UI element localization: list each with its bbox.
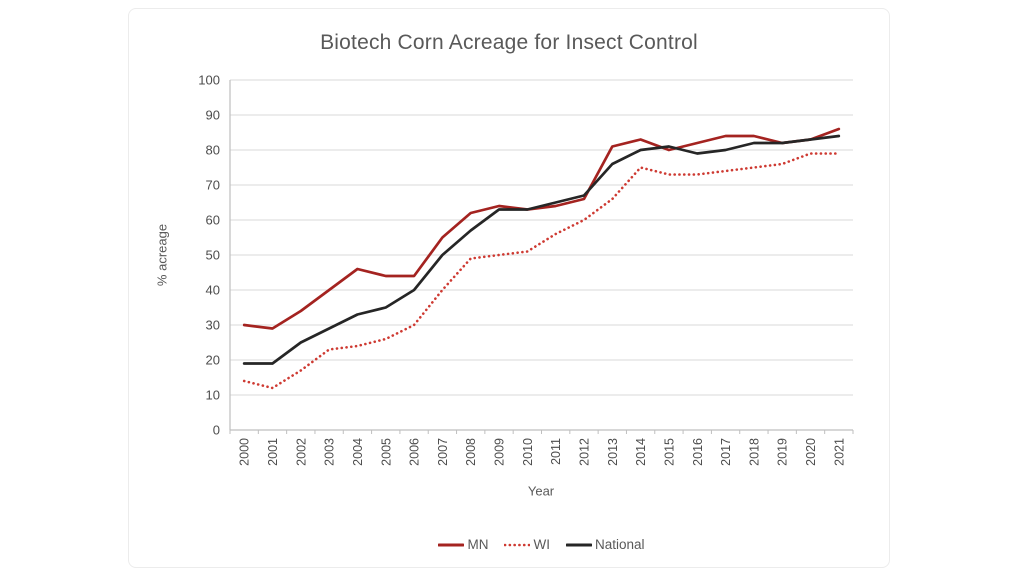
x-tick-label: 2004 bbox=[351, 438, 365, 466]
legend-swatch-wi bbox=[504, 543, 531, 546]
chart-panel: Biotech Corn Acreage for Insect Control … bbox=[128, 8, 890, 568]
y-tick-label: 40 bbox=[206, 283, 220, 298]
series-line-national bbox=[242, 134, 841, 365]
chart-title: Biotech Corn Acreage for Insect Control bbox=[320, 31, 698, 54]
y-tick-label: 90 bbox=[206, 108, 220, 123]
y-tick-label: 70 bbox=[206, 178, 220, 193]
x-tick-label: 2002 bbox=[294, 438, 308, 466]
legend-swatch-mn bbox=[438, 543, 465, 546]
x-tick-label: 2013 bbox=[606, 438, 620, 466]
y-tick-label: 20 bbox=[206, 353, 220, 368]
x-tick-label: 2020 bbox=[804, 438, 818, 466]
x-tick-label: 2006 bbox=[408, 438, 422, 466]
legend-label-national: National bbox=[594, 537, 645, 552]
chart-legend: MN WI National bbox=[230, 537, 853, 552]
x-tick-label: 2016 bbox=[691, 438, 705, 466]
legend-label-mn: MN bbox=[467, 537, 489, 552]
x-tick-label: 2021 bbox=[832, 438, 846, 466]
y-tick-label: 60 bbox=[206, 213, 220, 228]
x-tick-label: 2018 bbox=[747, 438, 761, 466]
legend-item-wi: WI bbox=[504, 537, 550, 552]
x-tick-label: 2009 bbox=[493, 438, 507, 466]
x-tick-label: 2000 bbox=[238, 438, 252, 466]
x-tick-label: 2017 bbox=[719, 438, 733, 466]
legend-label-wi: WI bbox=[533, 537, 550, 552]
legend-swatch-national bbox=[565, 543, 592, 546]
x-tick-label: 2005 bbox=[379, 438, 393, 466]
y-tick-label: 80 bbox=[206, 143, 220, 158]
y-axis-title: % acreage bbox=[154, 223, 170, 287]
x-tick-label: 2015 bbox=[662, 438, 676, 466]
x-tick-label: 2012 bbox=[577, 438, 591, 466]
line-chart: 0 10 20 30 40 50 60 70 80 90 100 2000 2001 2002 2003 20… bbox=[198, 73, 854, 466]
legend-item-national: National bbox=[565, 537, 645, 552]
x-tick-label: 2010 bbox=[521, 438, 535, 466]
x-tick-label: 2008 bbox=[464, 438, 478, 466]
x-axis-title: Year bbox=[527, 483, 555, 499]
legend-item-mn: MN bbox=[438, 537, 488, 552]
y-tick-label: 100 bbox=[198, 73, 220, 88]
y-tick-label: 30 bbox=[206, 318, 220, 333]
y-tick-label: 0 bbox=[213, 423, 220, 438]
y-tick-label: 10 bbox=[206, 388, 220, 403]
x-tick-label: 2014 bbox=[634, 438, 648, 466]
x-tick-label: 2007 bbox=[436, 438, 450, 466]
x-tick-label: 2003 bbox=[323, 438, 337, 466]
series-line-mn bbox=[242, 127, 841, 330]
series-line-wi bbox=[242, 152, 841, 390]
x-tick-label: 2011 bbox=[549, 438, 563, 465]
x-tick-label: 2019 bbox=[776, 438, 790, 466]
x-tick-label: 2001 bbox=[266, 438, 280, 466]
y-tick-label: 50 bbox=[206, 248, 220, 263]
